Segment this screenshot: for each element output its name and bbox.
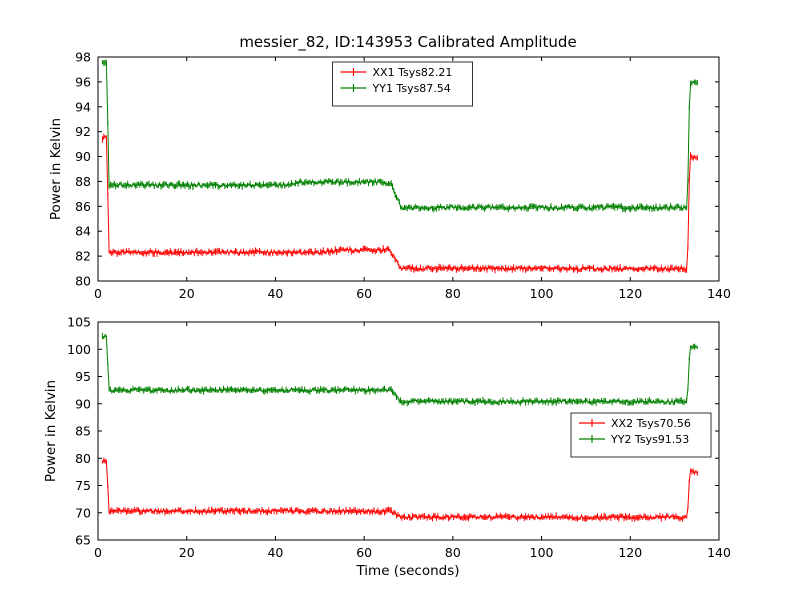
y-tick-label: 80 (75, 274, 91, 289)
x-tick-label: 20 (179, 545, 195, 560)
x-tick-label: 120 (618, 545, 642, 560)
top-ylabel: Power in Kelvin (48, 118, 64, 220)
y-tick-label: 98 (75, 50, 91, 65)
series-YY1 (101, 59, 698, 213)
data-line (101, 135, 698, 272)
bottom-ylabel: Power in Kelvin (43, 380, 59, 482)
legend-label: YY2 Tsys91.53 (610, 433, 689, 446)
x-tick-label: 20 (179, 286, 195, 301)
y-tick-label: 95 (75, 369, 91, 384)
y-tick-label: 65 (75, 533, 91, 548)
y-tick-label: 85 (75, 424, 91, 439)
x-tick-label: 100 (530, 545, 554, 560)
axes-frame (97, 56, 720, 282)
legend: XX2 Tsys70.56 YY2 Tsys91.53 (570, 412, 712, 458)
top-subplot: 0 20 40 60 80 100 120 140 80 82 84 86 88 90 92 94 96 98 XX… (75, 50, 731, 302)
y-tick-label: 105 (67, 315, 91, 330)
y-tick-label: 70 (75, 505, 91, 520)
axis-ticks (97, 321, 720, 541)
y-tick-label: 88 (75, 174, 91, 189)
data-line (102, 61, 698, 211)
axis-ticks (97, 56, 720, 282)
data-line (102, 334, 698, 405)
y-tick-label: 80 (75, 451, 91, 466)
series-XX2 (101, 457, 698, 522)
bottom-subplot: 0 20 40 60 80 100 120 140 65 70 75 80 85 90 95 100 105 XX… (67, 315, 731, 561)
x-tick-label: 60 (356, 545, 372, 560)
error-bars (101, 332, 698, 407)
y-tick-label: 75 (75, 478, 91, 493)
legend-label: XX1 Tsys82.21 (373, 66, 453, 79)
x-tick-label: 80 (445, 286, 461, 301)
x-tick-label: 60 (356, 286, 372, 301)
x-axis-label: Time (seconds) (355, 563, 459, 579)
x-tick-label: 0 (94, 286, 102, 301)
y-tick-label: 90 (75, 396, 91, 411)
y-tick-label: 94 (75, 99, 91, 114)
x-tick-label: 140 (707, 286, 731, 301)
series-YY2 (101, 332, 698, 407)
y-tick-label: 84 (75, 224, 91, 239)
x-tick-label: 0 (94, 545, 102, 560)
chart-title: messier_82, ID:143953 Calibrated Amplitu… (239, 33, 576, 52)
x-tick-label: 140 (707, 545, 731, 560)
y-tick-label: 90 (75, 149, 91, 164)
legend: XX1 Tsys82.21 YY1 Tsys87.54 (332, 61, 473, 107)
y-tick-label: 92 (75, 124, 91, 139)
legend-box (570, 412, 712, 458)
legend-label: YY1 Tsys87.54 (372, 82, 451, 95)
x-tick-label: 80 (445, 545, 461, 560)
legend-box (332, 61, 473, 107)
y-tick-label: 100 (67, 342, 91, 357)
legend-label: XX2 Tsys70.56 (611, 417, 691, 430)
x-tick-label: 120 (618, 286, 642, 301)
error-bars (101, 457, 698, 522)
y-tick-label: 86 (75, 199, 91, 214)
series-XX1 (101, 133, 698, 274)
tick-labels: 0 20 40 60 80 100 120 140 65 70 75 80 85 90 95 100 105 (67, 315, 731, 561)
y-tick-label: 82 (75, 249, 91, 264)
tick-labels: 0 20 40 60 80 100 120 140 80 82 84 86 88 90 92 94 96 98 (75, 50, 731, 302)
x-tick-label: 40 (267, 286, 283, 301)
x-tick-label: 100 (530, 286, 554, 301)
data-line (101, 459, 698, 520)
x-tick-label: 40 (267, 545, 283, 560)
y-tick-label: 96 (75, 74, 91, 89)
